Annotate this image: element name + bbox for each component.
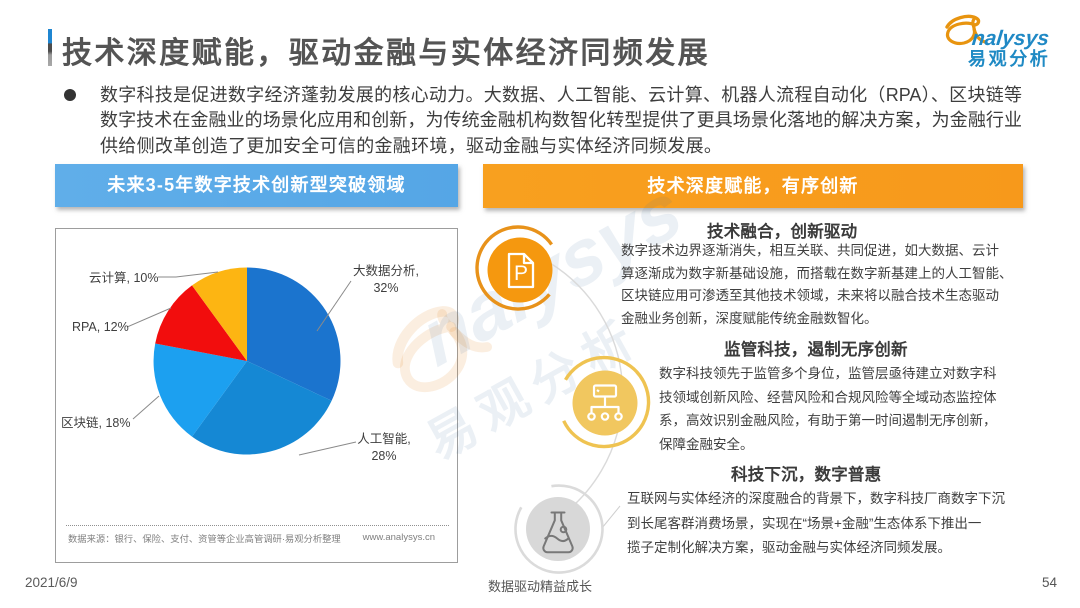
svg-text:P: P [514,262,528,285]
svg-text:易观分析: 易观分析 [968,48,1050,69]
svg-text:nalysys: nalysys [971,27,1050,50]
